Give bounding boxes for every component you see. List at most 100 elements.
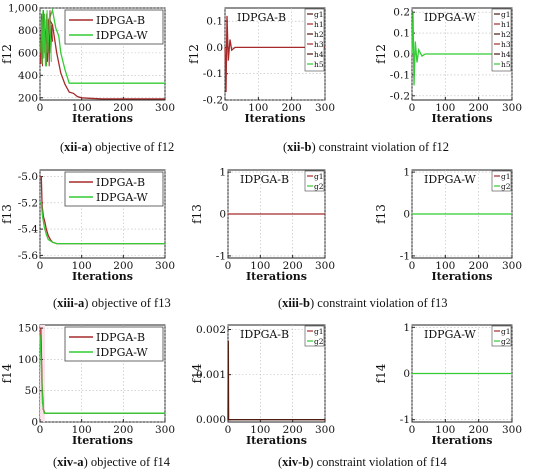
legend-label: h2 — [501, 30, 511, 39]
y-tick-label: 800 — [18, 25, 38, 37]
legend-label: g2 — [501, 182, 511, 191]
x-axis-label: Iterations — [72, 112, 133, 125]
legend-label: h1 — [314, 20, 324, 29]
chart-xiii-a: 0 100 200 300 -5.6 -5.4 -5.2 -5.0 Iterations f13 I… — [0, 169, 175, 283]
x-tick-label: 200 — [283, 260, 303, 272]
legend-label: h4 — [501, 50, 511, 59]
y-tick-label: -5.6 — [18, 250, 39, 262]
y-tick-label: -1 — [400, 250, 410, 262]
legend-label: IDPGA-W — [96, 346, 148, 359]
x-tick-label: 100 — [250, 260, 270, 272]
legend-label: g1 — [501, 172, 511, 181]
y-tick-label: -1 — [400, 414, 410, 426]
x-tick-label: 300 — [315, 102, 335, 114]
legend-box — [64, 171, 164, 207]
legend-label: h5 — [314, 60, 324, 69]
y-axis-label: f12 — [0, 44, 14, 64]
x-tick-label: 100 — [435, 424, 455, 436]
panel-title: IDPGA-W — [424, 328, 476, 341]
y-tick-label: 600 — [18, 47, 38, 59]
legend-label: h3 — [314, 40, 324, 49]
caption-xiii-a: (xiii-a) objective of f13 — [53, 296, 171, 310]
y-tick-label: -0.1 — [390, 69, 410, 81]
caption-xii-b: (xii-b) constraint violation of f12 — [283, 140, 449, 154]
x-tick-label: 200 — [113, 260, 133, 272]
x-tick-label: 100 — [248, 102, 268, 114]
y-tick-label: -0.2 — [390, 90, 410, 102]
x-tick-label: 0 — [409, 260, 416, 272]
chart-xii-c: 0 100 200 300 -0.2 -0.1 0.0 0.1 0.2 Iterations f12… — [374, 7, 522, 125]
y-tick-label: 1,000 — [8, 3, 38, 15]
y-axis-label: f13 — [190, 204, 204, 224]
x-tick-label: 100 — [435, 260, 455, 272]
x-axis-label: Iterations — [72, 434, 133, 447]
x-axis-label: Iterations — [72, 270, 133, 283]
x-tick-label: 200 — [113, 102, 133, 114]
legend-label: IDPGA-W — [96, 29, 148, 42]
x-tick-label: 300 — [155, 424, 175, 436]
y-tick-label: 0 — [403, 209, 410, 221]
y-tick-label: 150 — [18, 323, 38, 335]
y-tick-label: -0.1 — [203, 68, 223, 80]
y-axis-label: f14 — [0, 363, 14, 383]
caption-xiv-a: (xiv-a) objective of f14 — [53, 455, 170, 469]
y-tick-label: 0.001 — [196, 369, 226, 381]
x-tick-label: 100 — [72, 260, 92, 272]
y-tick-label: 1 — [403, 167, 410, 179]
x-tick-label: 200 — [469, 102, 489, 114]
legend-label: IDPGA-B — [96, 176, 145, 189]
y-tick-label: 100 — [18, 354, 38, 366]
y-tick-label: -5.4 — [18, 224, 39, 236]
y-axis-label: f12 — [187, 44, 201, 64]
legend-box — [64, 326, 164, 362]
confidence-band — [40, 325, 45, 422]
x-tick-label: 300 — [502, 102, 522, 114]
x-tick-label: 200 — [282, 102, 302, 114]
y-tick-label: 0 — [31, 417, 38, 429]
y-tick-label: 0.000 — [196, 414, 226, 426]
x-tick-label: 100 — [72, 102, 92, 114]
legend-label: h4 — [314, 50, 324, 59]
legend-label: IDPGA-W — [96, 191, 148, 204]
y-tick-label: 0 — [403, 368, 410, 380]
x-tick-label: 100 — [72, 424, 92, 436]
y-tick-label: 50 — [25, 385, 38, 397]
legend-label: IDPGA-B — [96, 331, 145, 344]
panel-title: IDPGA-W — [424, 11, 476, 24]
x-tick-label: 0 — [225, 260, 232, 272]
series-line-g1 — [227, 340, 325, 421]
legend-label: g2 — [501, 337, 511, 346]
x-tick-label: 200 — [469, 260, 489, 272]
x-axis-label: Iterations — [245, 112, 306, 125]
y-tick-label: 0.0 — [206, 42, 223, 54]
chart-xiv-b: 0 100 200 300 0.000 0.001 0.002 Iterations f14 ID… — [190, 324, 335, 447]
y-tick-label: -5.0 — [18, 171, 38, 183]
x-axis-label: Iterations — [432, 434, 493, 447]
chart-xii-a: 0 100 200 300 200 400 600 800 1,000 Iterations f12… — [0, 3, 175, 126]
chart-xiv-a: 0 100 200 300 0 50 100 150 Iterations f14 IDPGA-B I… — [0, 323, 175, 447]
legend-label: g1 — [501, 10, 511, 19]
y-axis-label: f13 — [0, 204, 14, 224]
y-tick-label: 1 — [403, 322, 410, 334]
legend-label: g2 — [314, 182, 324, 191]
x-tick-label: 0 — [37, 424, 44, 436]
x-tick-label: 300 — [502, 260, 522, 272]
x-axis-label: Iterations — [432, 112, 493, 125]
panel-title: IDPGA-W — [424, 173, 476, 186]
panel-title: IDPGA-B — [240, 328, 289, 341]
chart-xii-b: 0 100 200 300 -0.2 -0.1 0.0 0.1 Iterations f12 IDP… — [187, 7, 335, 125]
legend-label: h3 — [501, 40, 511, 49]
x-tick-label: 300 — [315, 260, 335, 272]
x-tick-label: 200 — [283, 424, 303, 436]
series-line-h5 — [411, 12, 512, 86]
x-axis-label: Iterations — [246, 434, 307, 447]
x-tick-label: 300 — [315, 424, 335, 436]
y-axis-label: f12 — [374, 44, 388, 64]
x-tick-label: 0 — [409, 102, 416, 114]
x-tick-label: 300 — [155, 102, 175, 114]
series-line-IDPGA-W — [40, 202, 165, 245]
panel-title: IDPGA-B — [240, 173, 289, 186]
